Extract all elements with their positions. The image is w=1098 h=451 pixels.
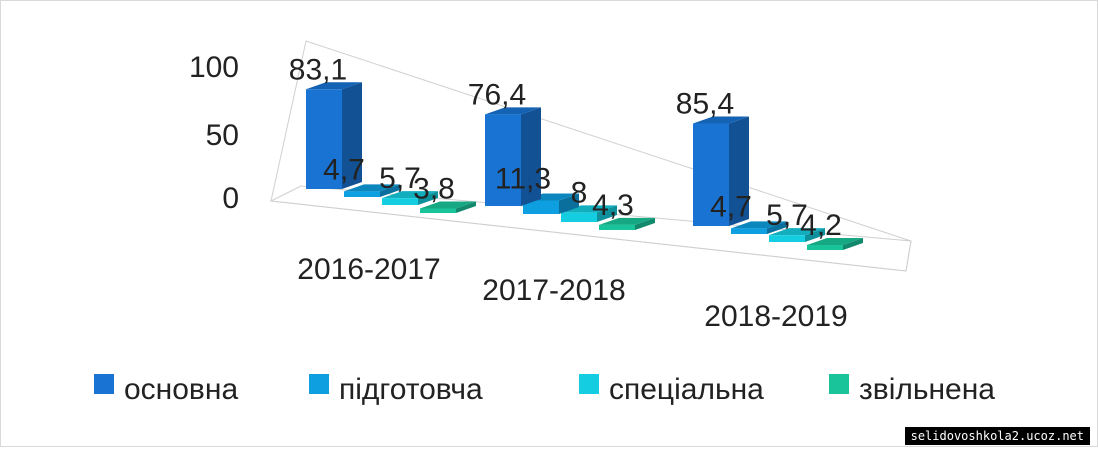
legend-swatch: [94, 374, 114, 394]
legend-item: підготовча: [309, 373, 483, 406]
data-label: 3,8: [413, 172, 455, 205]
y-tick-label: 0: [222, 182, 239, 215]
data-label: 76,4: [468, 78, 526, 111]
legend-label: підготовча: [339, 373, 483, 406]
category-label: 2018-2019: [704, 300, 847, 333]
legend-swatch: [309, 374, 329, 394]
legend-item: основна: [94, 373, 238, 406]
data-label: 4,7: [710, 190, 752, 223]
category-label: 2017-2018: [482, 274, 625, 307]
legend-swatch: [579, 374, 599, 394]
data-label: 4,7: [323, 153, 365, 186]
y-tick-label: 50: [206, 119, 239, 152]
data-label: 83,1: [289, 53, 347, 86]
y-tick-label: 100: [189, 51, 239, 84]
data-label: 85,4: [676, 88, 734, 121]
category-label: 2016-2017: [297, 253, 440, 286]
data-label: 11,3: [495, 162, 551, 195]
data-label: 4,3: [592, 189, 634, 222]
legend-label: спеціальна: [609, 373, 764, 406]
data-label: 4,2: [800, 209, 842, 242]
data-label: 8: [571, 176, 588, 209]
legend-item: звільнена: [829, 373, 995, 406]
legend-label: звільнена: [859, 373, 995, 406]
legend-label: основна: [124, 373, 238, 406]
legend-item: спеціальна: [579, 373, 764, 406]
legend-swatch: [829, 374, 849, 394]
watermark-text: selidovoshkola2.ucoz.net: [905, 427, 1090, 445]
